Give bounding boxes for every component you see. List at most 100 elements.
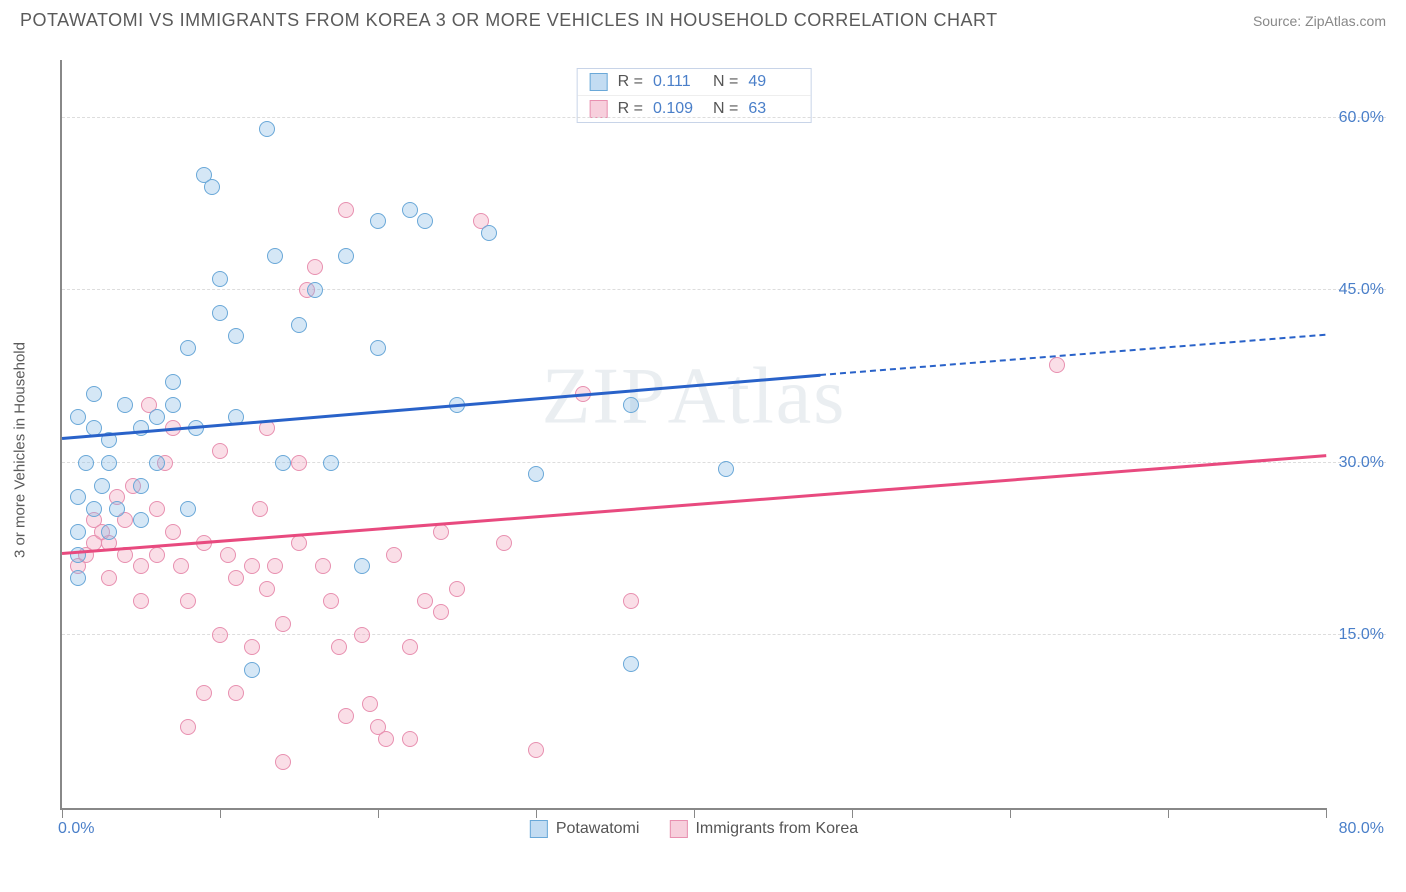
data-point	[149, 455, 165, 471]
data-point	[180, 719, 196, 735]
y-tick-label: 45.0%	[1339, 281, 1384, 299]
n-value: 49	[748, 73, 798, 91]
data-point	[228, 685, 244, 701]
data-point	[244, 558, 260, 574]
swatch-blue-icon	[590, 73, 608, 91]
data-point	[496, 535, 512, 551]
data-point	[252, 501, 268, 517]
data-point	[481, 225, 497, 241]
stats-row: R = 0.109 N = 63	[578, 95, 811, 122]
data-point	[338, 202, 354, 218]
data-point	[86, 386, 102, 402]
data-point	[449, 581, 465, 597]
data-point	[623, 397, 639, 413]
x-tick	[694, 808, 695, 818]
legend-label: Immigrants from Korea	[695, 820, 858, 838]
gridline	[62, 117, 1386, 118]
data-point	[331, 639, 347, 655]
data-point	[101, 570, 117, 586]
data-point	[133, 558, 149, 574]
r-label: R =	[618, 100, 643, 118]
gridline	[62, 289, 1386, 290]
watermark-b: Atlas	[668, 352, 847, 440]
data-point	[109, 501, 125, 517]
data-point	[101, 455, 117, 471]
data-point	[228, 570, 244, 586]
data-point	[165, 397, 181, 413]
data-point	[165, 374, 181, 390]
data-point	[133, 420, 149, 436]
data-point	[323, 455, 339, 471]
data-point	[212, 443, 228, 459]
data-point	[228, 328, 244, 344]
data-point	[1049, 357, 1065, 373]
data-point	[173, 558, 189, 574]
chart-title: POTAWATOMI VS IMMIGRANTS FROM KOREA 3 OR…	[20, 10, 998, 31]
source-label: Source: ZipAtlas.com	[1253, 13, 1386, 29]
data-point	[275, 455, 291, 471]
swatch-pink-icon	[669, 820, 687, 838]
data-point	[417, 593, 433, 609]
r-label: R =	[618, 73, 643, 91]
data-point	[402, 731, 418, 747]
data-point	[267, 558, 283, 574]
x-max-label: 80.0%	[1339, 820, 1384, 838]
legend-item: Potawatomi	[530, 820, 640, 838]
data-point	[180, 340, 196, 356]
data-point	[402, 202, 418, 218]
data-point	[259, 121, 275, 137]
trend-line	[820, 334, 1326, 376]
data-point	[315, 558, 331, 574]
gridline	[62, 634, 1386, 635]
n-label: N =	[713, 100, 738, 118]
data-point	[362, 696, 378, 712]
data-point	[370, 213, 386, 229]
data-point	[70, 547, 86, 563]
data-point	[78, 455, 94, 471]
data-point	[386, 547, 402, 563]
n-label: N =	[713, 73, 738, 91]
data-point	[70, 489, 86, 505]
data-point	[244, 662, 260, 678]
data-point	[623, 593, 639, 609]
data-point	[259, 581, 275, 597]
data-point	[370, 340, 386, 356]
data-point	[291, 455, 307, 471]
data-point	[528, 466, 544, 482]
y-axis-label: 3 or more Vehicles in Household	[12, 342, 29, 558]
data-point	[354, 627, 370, 643]
plot-region: ZIPAtlas R = 0.111 N = 49 R = 0.109 N = …	[60, 60, 1326, 810]
data-point	[70, 409, 86, 425]
data-point	[338, 708, 354, 724]
legend-item: Immigrants from Korea	[669, 820, 858, 838]
swatch-pink-icon	[590, 100, 608, 118]
chart-area: 3 or more Vehicles in Household ZIPAtlas…	[50, 50, 1386, 850]
data-point	[718, 461, 734, 477]
data-point	[212, 271, 228, 287]
data-point	[291, 535, 307, 551]
data-point	[117, 397, 133, 413]
data-point	[291, 317, 307, 333]
data-point	[267, 248, 283, 264]
x-tick	[1168, 808, 1169, 818]
data-point	[433, 604, 449, 620]
series-legend: Potawatomi Immigrants from Korea	[530, 820, 858, 838]
x-tick	[62, 808, 63, 818]
data-point	[149, 501, 165, 517]
x-tick	[536, 808, 537, 818]
data-point	[212, 305, 228, 321]
data-point	[94, 478, 110, 494]
n-value: 63	[748, 100, 798, 118]
data-point	[354, 558, 370, 574]
data-point	[70, 570, 86, 586]
data-point	[165, 524, 181, 540]
data-point	[417, 213, 433, 229]
data-point	[204, 179, 220, 195]
data-point	[133, 593, 149, 609]
data-point	[275, 754, 291, 770]
data-point	[133, 512, 149, 528]
data-point	[275, 616, 291, 632]
stats-legend: R = 0.111 N = 49 R = 0.109 N = 63	[577, 68, 812, 123]
data-point	[323, 593, 339, 609]
swatch-blue-icon	[530, 820, 548, 838]
